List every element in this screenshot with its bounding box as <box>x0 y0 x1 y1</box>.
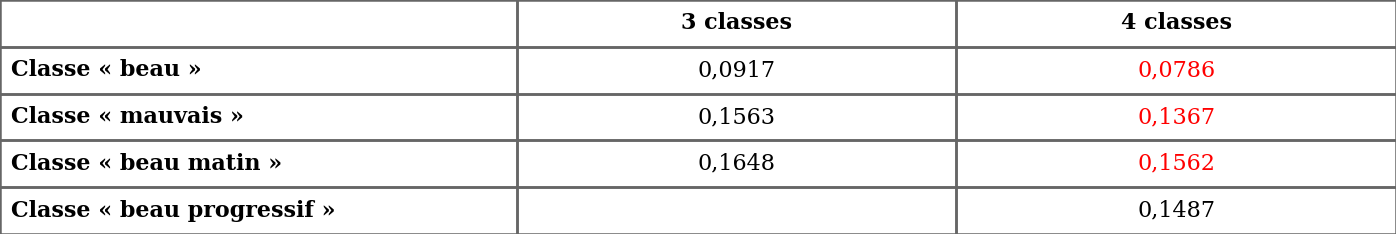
Text: 0,1487: 0,1487 <box>1138 200 1215 222</box>
Bar <box>517 47 956 94</box>
Text: Classe « beau matin »: Classe « beau matin » <box>11 153 282 175</box>
Bar <box>0 47 517 94</box>
Text: 0,0917: 0,0917 <box>698 59 775 81</box>
Bar <box>956 140 1396 187</box>
Text: 0,1648: 0,1648 <box>698 153 775 175</box>
Bar <box>517 94 956 140</box>
Text: Classe « mauvais »: Classe « mauvais » <box>11 106 244 128</box>
Bar <box>956 0 1396 47</box>
Bar <box>956 94 1396 140</box>
Bar <box>0 0 517 47</box>
Bar <box>517 140 956 187</box>
Text: 0,1563: 0,1563 <box>698 106 775 128</box>
Text: 3 classes: 3 classes <box>681 12 792 34</box>
Text: 4 classes: 4 classes <box>1121 12 1231 34</box>
Text: 0,0786: 0,0786 <box>1138 59 1215 81</box>
Text: Classe « beau progressif »: Classe « beau progressif » <box>11 200 335 222</box>
Bar <box>0 187 517 234</box>
Bar <box>0 140 517 187</box>
Text: 0,1367: 0,1367 <box>1138 106 1215 128</box>
Bar <box>956 47 1396 94</box>
Bar <box>517 187 956 234</box>
Text: 0,1562: 0,1562 <box>1138 153 1215 175</box>
Text: Classe « beau »: Classe « beau » <box>11 59 202 81</box>
Bar <box>956 187 1396 234</box>
Bar <box>517 0 956 47</box>
Bar <box>0 94 517 140</box>
